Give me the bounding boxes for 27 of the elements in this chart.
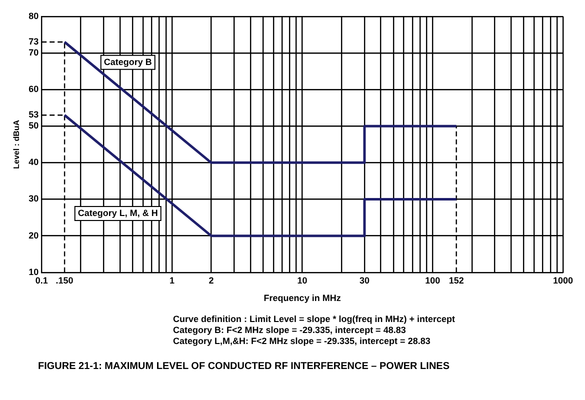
x-tick-label: 152: [448, 275, 464, 286]
text: Category L,M,&H: F<2 MHz slope = -29.335, intercept = 28.83: [173, 336, 432, 347]
y-tick-label: 80: [28, 10, 39, 21]
y-axis-title: Level : dBuA: [12, 120, 22, 169]
x-tick-label: 1000: [552, 275, 574, 286]
x-tick-label: 30: [359, 275, 370, 286]
x-axis-title: Frequency in MHz: [264, 293, 342, 304]
x-tick-label: 0.1: [35, 275, 48, 286]
y-tick-label: 30: [28, 194, 39, 204]
text: FIGURE 21-1: MAXIMUM LEVEL OF CONDUCTED RF INTERFERENCE – POWER LINES: [38, 361, 451, 372]
x-tick-label: .150: [56, 275, 74, 286]
text: Curve definition : Limit Level = slope * log(freq in MHz) + intercept: [173, 314, 456, 325]
x-tick-label: 1: [169, 275, 174, 286]
y-tick-label: 10: [28, 266, 39, 277]
x-tick-label: 2: [208, 275, 214, 286]
y-tick-label: 50: [28, 120, 39, 131]
y-tick-label: 60: [28, 84, 39, 94]
y-tick-label: 70: [28, 47, 39, 58]
y-tick-label: 73: [28, 36, 39, 46]
y-tick-label: 40: [28, 157, 39, 168]
text: Category B: F<2 MHz slope = -29.335, intercept = 48.83: [173, 325, 407, 336]
x-tick-label: 10: [297, 275, 308, 286]
x-tick-label: 100: [425, 275, 440, 286]
series-label: Category B: [104, 56, 152, 67]
series-label: Category L, M, & H: [78, 208, 158, 218]
y-tick-label: 53: [28, 110, 39, 120]
y-tick-label: 20: [28, 230, 39, 240]
